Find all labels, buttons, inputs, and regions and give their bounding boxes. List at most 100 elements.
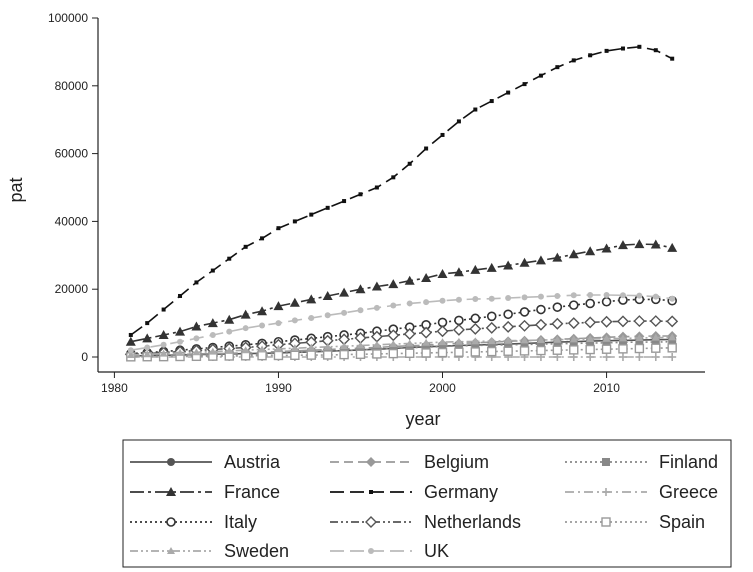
data-point-germany — [571, 58, 576, 63]
y-tick-label: 60000 — [55, 147, 89, 161]
data-point-sweden — [225, 346, 234, 354]
data-point-germany — [145, 321, 150, 326]
legend-swatch-marker — [602, 488, 610, 496]
data-point-italy — [585, 298, 595, 309]
data-point-uk — [488, 295, 495, 302]
data-point-finland — [618, 338, 627, 347]
data-point-netherlands — [633, 315, 646, 328]
data-point-sweden — [405, 339, 414, 347]
legend-item-finland: Finland — [565, 452, 718, 472]
data-point-germany — [128, 332, 133, 337]
data-point-france — [617, 240, 628, 250]
data-point-france — [503, 260, 514, 270]
data-point-uk — [669, 295, 676, 302]
data-point-finland — [668, 337, 677, 346]
data-point-finland — [405, 343, 414, 352]
series-line-italy — [130, 298, 673, 355]
data-point-sweden — [241, 346, 250, 354]
series-line-finland — [130, 340, 673, 358]
data-point-france — [535, 255, 546, 265]
legend-label: Spain — [659, 512, 705, 532]
data-point-uk — [603, 291, 610, 298]
data-point-spain — [667, 343, 677, 353]
data-point-italy — [486, 311, 497, 322]
data-point-france — [552, 252, 563, 262]
data-point-spain — [257, 350, 267, 361]
y-ticks: 0 20000 40000 60000 80000 100000 — [48, 11, 98, 364]
plot-area — [124, 44, 679, 362]
data-point-uk — [144, 344, 151, 351]
data-point-finland — [471, 341, 480, 350]
legend-label: Finland — [659, 452, 718, 472]
data-point-finland — [422, 343, 431, 352]
data-point-spain — [355, 349, 366, 359]
data-point-netherlands — [616, 315, 629, 328]
data-point-france — [289, 297, 300, 307]
data-point-uk — [242, 325, 249, 332]
y-tick-label: 80000 — [55, 79, 89, 93]
data-point-spain — [634, 343, 645, 354]
data-point-italy — [519, 307, 530, 317]
data-point-uk — [193, 335, 200, 342]
data-point-sweden — [143, 350, 152, 358]
data-point-finland — [372, 345, 381, 354]
data-point-spain — [405, 348, 415, 358]
data-point-spain — [421, 348, 431, 358]
data-point-finland — [602, 338, 611, 347]
data-point-france — [306, 294, 317, 304]
data-point-uk — [373, 304, 380, 311]
data-point-spain — [437, 347, 448, 358]
legend-label: Sweden — [224, 541, 289, 561]
data-point-sweden — [618, 334, 627, 342]
data-point-spain — [388, 348, 398, 359]
data-point-germany — [604, 48, 609, 53]
legend-swatch-marker — [365, 516, 377, 528]
data-point-netherlands — [485, 321, 498, 334]
data-point-germany — [342, 199, 347, 204]
data-point-sweden — [258, 345, 267, 353]
data-point-greece — [618, 353, 627, 361]
data-point-netherlands — [600, 315, 613, 328]
data-point-germany — [489, 99, 494, 104]
data-point-germany — [325, 205, 330, 210]
data-point-sweden — [536, 336, 545, 344]
data-point-sweden — [323, 342, 332, 350]
data-point-germany — [522, 82, 527, 87]
data-point-spain — [470, 347, 481, 357]
legend-swatch-marker — [167, 458, 175, 466]
data-point-france — [257, 306, 268, 316]
data-point-france — [207, 318, 218, 328]
data-point-sweden — [438, 338, 447, 346]
data-point-sweden — [290, 344, 299, 352]
data-point-france — [240, 309, 251, 319]
data-point-germany — [260, 236, 265, 241]
data-point-france — [339, 287, 350, 297]
data-point-uk — [652, 293, 659, 300]
data-point-greece — [651, 353, 660, 361]
legend-swatch-marker — [601, 517, 611, 527]
data-point-germany — [178, 293, 183, 298]
series-germany — [128, 44, 675, 337]
data-point-france — [470, 264, 481, 274]
data-point-germany — [424, 146, 429, 151]
legend-label: Netherlands — [424, 512, 521, 532]
data-point-italy — [536, 304, 546, 315]
series-line-netherlands — [130, 320, 673, 356]
data-point-netherlands — [584, 316, 597, 329]
data-point-sweden — [454, 337, 463, 345]
data-point-spain — [618, 344, 628, 354]
data-point-germany — [407, 161, 412, 166]
legend-swatch-marker — [166, 487, 176, 496]
x-ticks: 1980 1990 2000 2010 — [101, 372, 620, 395]
data-point-uk — [341, 309, 348, 316]
data-point-uk — [537, 293, 544, 300]
legend-item-germany: Germany — [330, 482, 498, 502]
data-point-france — [568, 249, 579, 259]
data-point-uk — [259, 322, 266, 329]
data-point-spain — [651, 343, 661, 353]
data-point-uk — [357, 307, 364, 314]
data-point-germany — [588, 53, 593, 58]
legend-item-greece: Greece — [565, 482, 718, 502]
data-point-uk — [275, 320, 282, 327]
data-point-netherlands — [534, 318, 547, 331]
